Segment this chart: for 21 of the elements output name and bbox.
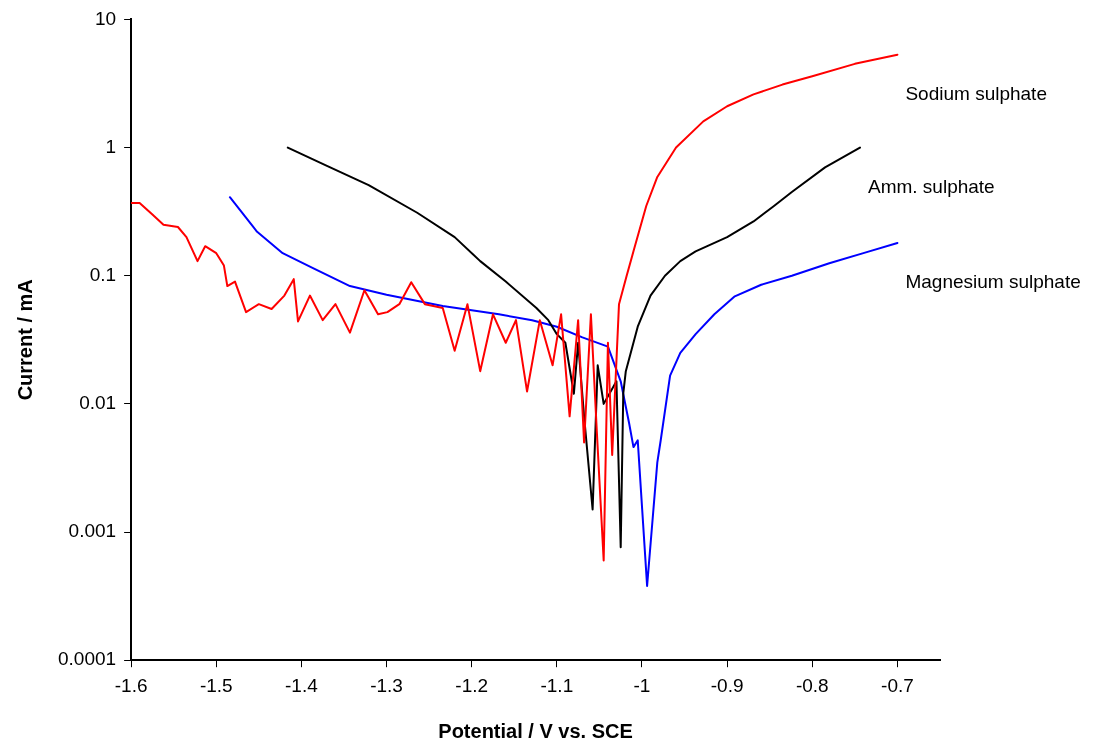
y-axis-title: Current / mA (13, 279, 36, 401)
x-tick-label: -1 (633, 674, 651, 696)
y-tick-label: 0.01 (79, 392, 117, 414)
series-label: Amm. sulphate (867, 175, 995, 197)
x-tick-label: -1.5 (199, 674, 233, 696)
y-tick-label: 0.1 (89, 263, 117, 285)
x-tick-label: -0.8 (795, 674, 829, 696)
x-tick-label: -1.1 (540, 674, 574, 696)
x-tick-label: -1.4 (285, 674, 319, 696)
x-tick-label: -1.6 (114, 674, 148, 696)
x-tick-label: -0.9 (710, 674, 744, 696)
x-axis-title: Potential / V vs. SCE (438, 719, 633, 742)
x-tick-label: -0.7 (881, 674, 914, 696)
series-label: Sodium sulphate (905, 82, 1047, 104)
x-tick-label: -1.2 (455, 674, 489, 696)
y-tick-label: 0.001 (68, 520, 117, 542)
y-tick-label: 10 (94, 7, 117, 29)
series-label: Magnesium sulphate (905, 271, 1081, 293)
x-tick-label: -1.3 (370, 674, 403, 696)
y-tick-label: 1 (105, 135, 117, 157)
y-tick-label: 0.0001 (57, 648, 117, 670)
